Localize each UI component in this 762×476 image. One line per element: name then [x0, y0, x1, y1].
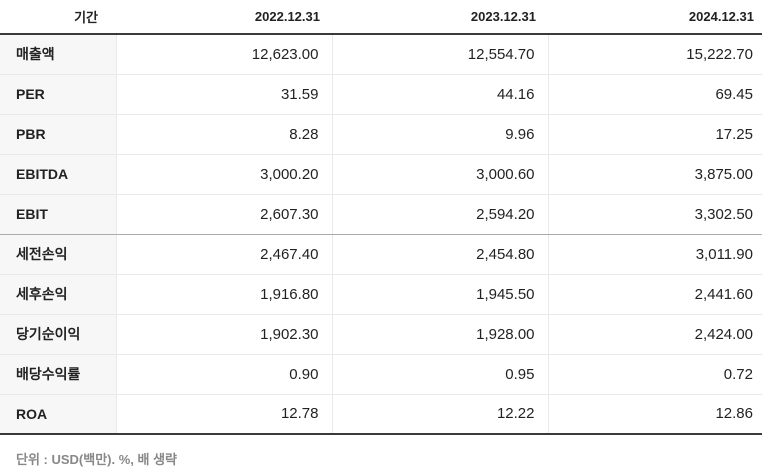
- header-row: 기간 2022.12.31 2023.12.31 2024.12.31: [0, 0, 762, 35]
- cell-value: 2,441.60: [548, 274, 762, 315]
- cell-value: 2,467.40: [116, 234, 333, 275]
- cell-value: 1,945.50: [332, 274, 549, 315]
- row-label: PER: [0, 74, 117, 115]
- cell-value: 1,916.80: [116, 274, 333, 315]
- column-header-2023: 2023.12.31: [332, 0, 548, 35]
- cell-value: 2,454.80: [332, 234, 549, 275]
- cell-value: 3,875.00: [548, 154, 762, 195]
- row-label: EBIT: [0, 194, 117, 235]
- table-row-net-income: 당기순이익 1,902.30 1,928.00 2,424.00: [0, 314, 762, 355]
- row-label: ROA: [0, 394, 117, 435]
- row-label: 당기순이익: [0, 314, 117, 355]
- cell-value: 44.16: [332, 74, 549, 115]
- column-header-2022: 2022.12.31: [116, 0, 332, 35]
- cell-value: 12,623.00: [116, 34, 333, 75]
- cell-value: 3,000.20: [116, 154, 333, 195]
- table-row-roa: ROA 12.78 12.22 12.86: [0, 394, 762, 435]
- table-row-pbr: PBR 8.28 9.96 17.25: [0, 114, 762, 155]
- cell-value: 17.25: [548, 114, 762, 155]
- cell-value: 12,554.70: [332, 34, 549, 75]
- cell-value: 2,607.30: [116, 194, 333, 235]
- cell-value: 3,000.60: [332, 154, 549, 195]
- row-label: 매출액: [0, 34, 117, 75]
- unit-note: 단위 : USD(백만). %, 배 생략: [16, 452, 177, 467]
- table-row-revenue: 매출액 12,623.00 12,554.70 15,222.70: [0, 34, 762, 75]
- cell-value: 15,222.70: [548, 34, 762, 75]
- cell-value: 1,902.30: [116, 314, 333, 355]
- cell-value: 3,302.50: [548, 194, 762, 235]
- cell-value: 0.95: [332, 354, 549, 395]
- cell-value: 9.96: [332, 114, 549, 155]
- cell-value: 31.59: [116, 74, 333, 115]
- period-header: 기간: [0, 0, 116, 35]
- cell-value: 12.86: [548, 394, 762, 435]
- cell-value: 12.78: [116, 394, 333, 435]
- row-label: 배당수익률: [0, 354, 117, 395]
- table-row-aftertax-income: 세후손익 1,916.80 1,945.50 2,441.60: [0, 274, 762, 315]
- cell-value: 2,424.00: [548, 314, 762, 355]
- table-row-dividend-yield: 배당수익률 0.90 0.95 0.72: [0, 354, 762, 395]
- financial-summary-table: 기간 2022.12.31 2023.12.31 2024.12.31 매출액 …: [0, 0, 762, 435]
- cell-value: 0.90: [116, 354, 333, 395]
- table-row-per: PER 31.59 44.16 69.45: [0, 74, 762, 115]
- row-label: 세전손익: [0, 234, 117, 275]
- row-label: PBR: [0, 114, 117, 155]
- row-label: EBITDA: [0, 154, 117, 195]
- cell-value: 69.45: [548, 74, 762, 115]
- cell-value: 0.72: [548, 354, 762, 395]
- cell-value: 8.28: [116, 114, 333, 155]
- cell-value: 2,594.20: [332, 194, 549, 235]
- column-header-2024: 2024.12.31: [548, 0, 762, 35]
- table-row-ebit: EBIT 2,607.30 2,594.20 3,302.50: [0, 194, 762, 235]
- table-row-ebitda: EBITDA 3,000.20 3,000.60 3,875.00: [0, 154, 762, 195]
- table-row-pretax-income: 세전손익 2,467.40 2,454.80 3,011.90: [0, 234, 762, 275]
- cell-value: 1,928.00: [332, 314, 549, 355]
- row-label: 세후손익: [0, 274, 117, 315]
- cell-value: 3,011.90: [548, 234, 762, 275]
- cell-value: 12.22: [332, 394, 549, 435]
